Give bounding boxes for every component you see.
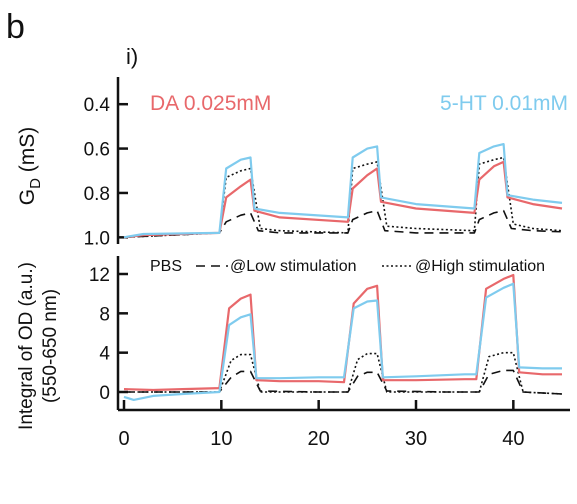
bottom-series-line — [124, 351, 563, 395]
top-series-line — [123, 209, 563, 239]
bottom-series-line — [124, 369, 563, 395]
bottom-panel: 0 4 8 12 0 10 20 30 40 Integral of OD (a.u.) (550-… — [16, 256, 570, 450]
x-tick-label: 40 — [502, 428, 524, 450]
annotation-5ht: 5-HT 0.01mM — [440, 92, 568, 115]
bottom-y-tick-label: 8 — [99, 304, 110, 325]
top-y-tick-label: 1.0 — [84, 228, 110, 249]
top-y-tick-label: 0.4 — [84, 95, 111, 116]
bottom-y-tick-label: 0 — [99, 383, 110, 404]
top-series-line — [123, 156, 563, 239]
legend-high: @High stimulation — [415, 258, 545, 275]
bottom-y-axis-label-line2: (550-650 nm) — [40, 289, 61, 403]
x-tick-label: 20 — [308, 428, 330, 450]
panel-sublabel: i) — [126, 44, 138, 69]
top-series-line — [123, 143, 563, 239]
bottom-series-line — [123, 273, 562, 392]
panel-letter: b — [6, 8, 25, 46]
annotation-da: DA 0.025mM — [150, 92, 271, 115]
top-panel: 0.4 0.6 0.8 1.0 GD (mS) DA 0.025mM 5-HT 0.01mM — [16, 77, 568, 249]
bottom-y-tick-label: 12 — [89, 265, 110, 286]
legend-low: @Low stimulation — [230, 258, 357, 275]
top-y-label-sub: D — [27, 178, 44, 189]
top-y-axis-label: GD (mS) — [16, 127, 44, 206]
x-tick-label: 30 — [405, 428, 427, 450]
bottom-y-axis-label-line1: Integral of OD (a.u.) — [16, 262, 37, 430]
top-y-label-unit: (mS) — [16, 127, 39, 178]
top-series-line — [123, 160, 563, 239]
top-y-label-main: G — [16, 189, 39, 205]
x-tick-label: 0 — [118, 428, 129, 450]
top-y-tick-label: 0.8 — [84, 184, 110, 205]
legend-pbs: PBS — [150, 258, 182, 275]
x-tick-label: 10 — [210, 428, 232, 450]
bottom-y-tick-label: 4 — [99, 344, 110, 365]
bottom-series-line — [123, 282, 562, 401]
top-y-tick-label: 0.6 — [84, 140, 110, 161]
